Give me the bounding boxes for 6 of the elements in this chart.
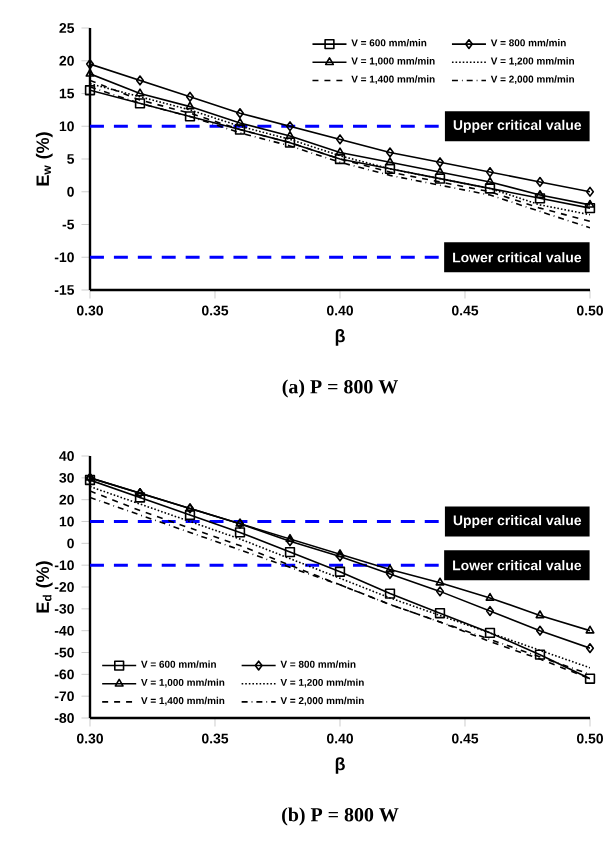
x-axis-title: β (335, 329, 345, 346)
text: (a) P = 800 W (282, 379, 398, 398)
y-axis-title: E$_{w}$ (%) (35, 132, 53, 186)
x-axis-title: β (335, 757, 345, 774)
y-axis-title: E$_{d}$ (%) (35, 561, 53, 613)
text: (b) P = 800 W (281, 807, 399, 826)
